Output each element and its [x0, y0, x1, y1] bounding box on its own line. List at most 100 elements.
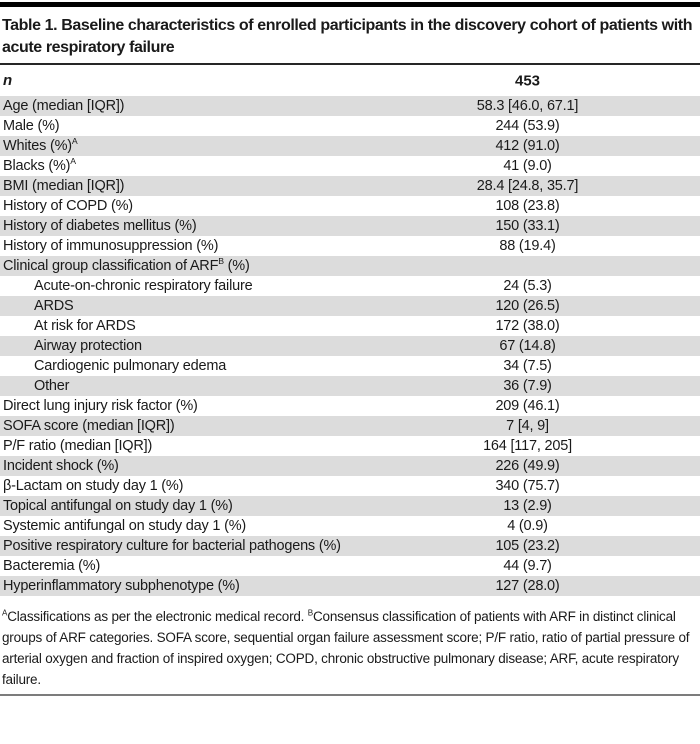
footnote-superscript: A: [2, 608, 8, 618]
row-label-text: β-Lactam on study day 1 (%): [3, 478, 184, 494]
table-row: History of immunosuppression (%) 88 (19.…: [0, 236, 700, 256]
row-label-text: History of COPD (%): [3, 198, 133, 214]
row-value: 28.4 [24.8, 35.7]: [476, 178, 579, 194]
row-superscript: B: [218, 256, 224, 267]
row-label: Other: [0, 378, 69, 394]
row-label-text: Hyperinflammatory subphenotype (%): [3, 578, 240, 594]
row-label: ARDS: [0, 298, 74, 314]
row-label-text: At risk for ARDS: [34, 318, 136, 334]
row-value: 226 (49.9): [495, 458, 560, 474]
row-value: 88 (19.4): [499, 238, 556, 254]
table-row: Hyperinflammatory subphenotype (%) 127 (…: [0, 576, 700, 596]
row-label-suffix: (%): [223, 258, 250, 274]
row-label: History of COPD (%): [0, 198, 133, 214]
row-value: 120 (26.5): [495, 298, 560, 314]
row-label-text: Systemic antifungal on study day 1 (%): [3, 518, 247, 534]
row-label: Positive respiratory culture for bacteri…: [0, 538, 341, 554]
row-label: Systemic antifungal on study day 1 (%): [0, 518, 246, 534]
row-value: 340 (75.7): [495, 478, 560, 494]
row-label-text: ARDS: [34, 298, 74, 314]
row-value: 172 (38.0): [495, 318, 560, 334]
row-label: Incident shock (%): [0, 458, 119, 474]
row-label-text: Other: [34, 378, 70, 394]
row-label-text: Blacks (%): [3, 158, 71, 174]
table-row: History of diabetes mellitus (%) 150 (33…: [0, 216, 700, 236]
table-row: Topical antifungal on study day 1 (%) 13…: [0, 496, 700, 516]
row-label: Male (%): [0, 118, 60, 134]
row-superscript: A: [70, 156, 76, 167]
row-label: P/F ratio (median [IQR]): [0, 438, 152, 454]
table-row: Male (%) 244 (53.9): [0, 116, 700, 136]
table-row: SOFA score (median [IQR]) 7 [4, 9]: [0, 416, 700, 436]
row-label: Airway protection: [0, 338, 142, 354]
row-value: 13 (2.9): [503, 498, 552, 514]
row-label: History of immunosuppression (%): [0, 238, 218, 254]
table-row: β-Lactam on study day 1 (%) 340 (75.7): [0, 476, 700, 496]
row-value: 209 (46.1): [495, 398, 560, 414]
table-body: Age (median [IQR]) 58.3 [46.0, 67.1] Mal…: [0, 96, 700, 596]
row-label-text: Clinical group classification of ARF: [3, 258, 219, 274]
row-label: Whites (%)A: [0, 136, 78, 154]
row-label-text: Direct lung injury risk factor (%): [3, 398, 198, 414]
table-row: Acute-on-chronic respiratory failure 24 …: [0, 276, 700, 296]
row-label: β-Lactam on study day 1 (%): [0, 478, 183, 494]
table-row: BMI (median [IQR]) 28.4 [24.8, 35.7]: [0, 176, 700, 196]
row-label-text: SOFA score (median [IQR]): [3, 418, 175, 434]
footnote-superscript: B: [307, 608, 313, 618]
row-label: History of diabetes mellitus (%): [0, 218, 197, 234]
table-row: Direct lung injury risk factor (%) 209 (…: [0, 396, 700, 416]
table-row: Age (median [IQR]) 58.3 [46.0, 67.1]: [0, 96, 700, 116]
footnote-text: Classifications as per the electronic me…: [7, 609, 308, 624]
row-label-text: Incident shock (%): [3, 458, 119, 474]
row-label-text: Bacteremia (%): [3, 558, 101, 574]
table-row: Bacteremia (%) 44 (9.7): [0, 556, 700, 576]
row-value: 105 (23.2): [495, 538, 560, 554]
row-label: Acute-on-chronic respiratory failure: [0, 278, 253, 294]
table-row: At risk for ARDS 172 (38.0): [0, 316, 700, 336]
row-label: Bacteremia (%): [0, 558, 100, 574]
row-value: 108 (23.8): [495, 198, 560, 214]
row-label-text: Male (%): [3, 118, 60, 134]
row-value: 41 (9.0): [503, 158, 552, 174]
table-row: P/F ratio (median [IQR]) 164 [117, 205]: [0, 436, 700, 456]
row-label-text: BMI (median [IQR]): [3, 178, 125, 194]
table-row: Systemic antifungal on study day 1 (%) 4…: [0, 516, 700, 536]
table-title: Table 1. Baseline characteristics of enr…: [2, 17, 693, 56]
row-label: SOFA score (median [IQR]): [0, 418, 175, 434]
row-value: 150 (33.1): [495, 218, 560, 234]
row-value: 164 [117, 205]: [483, 438, 572, 454]
row-value: 36 (7.9): [503, 378, 552, 394]
row-value: 412 (91.0): [495, 138, 560, 154]
row-value: 34 (7.5): [503, 358, 552, 374]
table-row: ARDS 120 (26.5): [0, 296, 700, 316]
row-label: Cardiogenic pulmonary edema: [0, 358, 226, 374]
row-label-text: Whites (%): [3, 138, 72, 154]
table-row: Incident shock (%) 226 (49.9): [0, 456, 700, 476]
header-label-n: n: [3, 72, 13, 89]
row-label-text: Acute-on-chronic respiratory failure: [34, 278, 253, 294]
table-footnote: AClassifications as per the electronic m…: [0, 596, 700, 690]
row-label: Topical antifungal on study day 1 (%): [0, 498, 233, 514]
row-label: Direct lung injury risk factor (%): [0, 398, 198, 414]
table-header-row: n 453: [0, 65, 700, 96]
row-label-text: Airway protection: [34, 338, 142, 354]
row-superscript: A: [71, 136, 78, 147]
row-value: 24 (5.3): [503, 278, 552, 294]
row-label: At risk for ARDS: [0, 318, 136, 334]
table-row: Cardiogenic pulmonary edema 34 (7.5): [0, 356, 700, 376]
table-row: Clinical group classification of ARFB (%…: [0, 256, 700, 276]
table-row: History of COPD (%) 108 (23.8): [0, 196, 700, 216]
row-label-text: Topical antifungal on study day 1 (%): [3, 498, 233, 514]
header-value-n-count: 453: [514, 72, 541, 89]
row-value: 7 [4, 9]: [506, 418, 549, 434]
row-label: Age (median [IQR]): [0, 98, 125, 114]
row-value: 244 (53.9): [495, 118, 560, 134]
table-row: Whites (%)A 412 (91.0): [0, 136, 700, 156]
row-label: Clinical group classification of ARFB (%…: [0, 256, 250, 274]
row-label-text: P/F ratio (median [IQR]): [3, 438, 153, 454]
row-value: 44 (9.7): [503, 558, 552, 574]
row-label: Hyperinflammatory subphenotype (%): [0, 578, 240, 594]
row-label: BMI (median [IQR]): [0, 178, 124, 194]
row-value: 127 (28.0): [495, 578, 560, 594]
bottom-rule: [0, 694, 700, 696]
